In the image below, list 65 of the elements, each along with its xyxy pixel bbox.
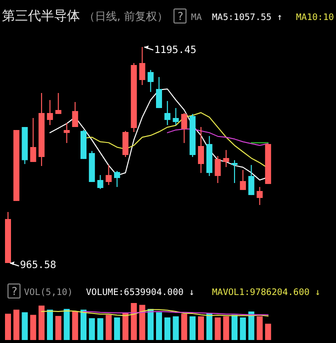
bar: [156, 312, 162, 340]
text: MA5:1057.55 ↑: [212, 13, 282, 23]
bar: [106, 314, 112, 340]
candlestick: [30, 117, 36, 162]
bar: [46, 310, 53, 340]
candlestick: [240, 169, 246, 190]
bar: [214, 317, 221, 340]
bar: [30, 314, 36, 340]
candlestick: [181, 112, 188, 144]
bar: [139, 304, 146, 340]
candlestick: [164, 100, 170, 126]
candlestick: [256, 186, 263, 206]
bar: [114, 317, 120, 340]
candlestick: [55, 92, 62, 114]
candlestick: [106, 164, 112, 186]
text: VOL(5,10): [24, 288, 73, 298]
text: ?: [177, 10, 184, 23]
bar: [198, 316, 204, 340]
candlestick: [156, 76, 162, 109]
bar: [172, 316, 179, 340]
candlestick: [232, 160, 238, 184]
bar: [80, 310, 87, 340]
bar: [5, 314, 11, 340]
candlestick: [223, 150, 230, 168]
bar: [190, 316, 196, 340]
chart-title: 第三代半导体: [2, 9, 80, 24]
candlestick: [198, 126, 204, 174]
bar: [97, 318, 104, 340]
bar: [55, 316, 62, 340]
bar: [265, 324, 272, 340]
bar: [22, 312, 28, 340]
text: MA10:10: [296, 13, 334, 23]
text: ?: [11, 285, 18, 298]
candlestick: [172, 108, 179, 126]
bar: [164, 317, 170, 340]
bar: [13, 310, 20, 340]
bar: [232, 314, 238, 340]
candlestick: [114, 170, 120, 188]
text: MAVOL1:9786204.600 ↓: [212, 288, 320, 298]
bar: [148, 308, 154, 340]
bar: [72, 312, 78, 340]
text: MA: [191, 13, 202, 23]
bar: [64, 308, 70, 340]
candlestick: [122, 130, 128, 158]
bar: [122, 312, 128, 340]
bar: [248, 312, 254, 340]
bar: [206, 312, 212, 340]
candlestick: [248, 164, 254, 196]
candlestick: [214, 156, 221, 184]
text: VOLUME:6539904.000 ↓: [86, 288, 194, 298]
annotation: 1195.45: [154, 45, 196, 56]
candlestick: [64, 122, 70, 144]
annotation: 965.58: [20, 260, 56, 271]
bar: [38, 306, 45, 340]
bar: [130, 303, 137, 340]
bar: [256, 316, 263, 340]
candlestick: [46, 100, 53, 126]
bar: [88, 318, 95, 340]
chart-subtitle: （日线, 前复权）: [84, 10, 168, 23]
bar: [223, 316, 230, 340]
candlestick: [97, 174, 104, 190]
bar: [181, 314, 188, 340]
candlestick: [72, 102, 78, 128]
bar: [240, 317, 246, 340]
candlestick: [148, 69, 154, 92]
